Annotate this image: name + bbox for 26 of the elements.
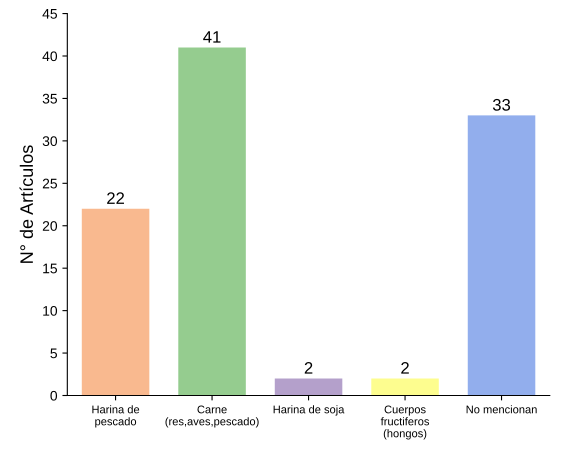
y-tick-label: 20 xyxy=(42,221,58,231)
bar xyxy=(371,378,439,396)
x-tick-label: Carne (res,aves,pescado) xyxy=(166,406,259,428)
x-tick-label: Cuerpos fructiferos (hongos) xyxy=(380,406,430,440)
y-tick-label: 40 xyxy=(42,51,58,62)
y-tick-label: 25 xyxy=(42,178,58,188)
y-tick-label: 5 xyxy=(50,348,58,358)
y-tick-label: 45 xyxy=(42,9,58,19)
data-label: 22 xyxy=(107,192,124,204)
y-tick-label: 15 xyxy=(43,264,58,274)
bar xyxy=(82,208,150,396)
x-tick-label: No mencionan xyxy=(466,405,537,414)
bar xyxy=(178,48,246,396)
y-tick-label: 10 xyxy=(43,306,58,316)
bar xyxy=(274,378,342,396)
y-axis-title: N° de Artículos xyxy=(20,145,34,263)
data-label: 2 xyxy=(304,362,312,374)
y-tick-label: 35 xyxy=(42,94,58,104)
data-label: 41 xyxy=(203,31,221,43)
y-tick-label: 0 xyxy=(50,390,58,401)
y-tick-label: 30 xyxy=(42,136,58,146)
x-tick-label: Harina de soja xyxy=(274,405,344,416)
x-tick-label: Harina de pescado xyxy=(92,405,140,428)
data-label: 2 xyxy=(401,362,409,374)
bar xyxy=(468,115,536,396)
data-label: 33 xyxy=(492,98,510,111)
